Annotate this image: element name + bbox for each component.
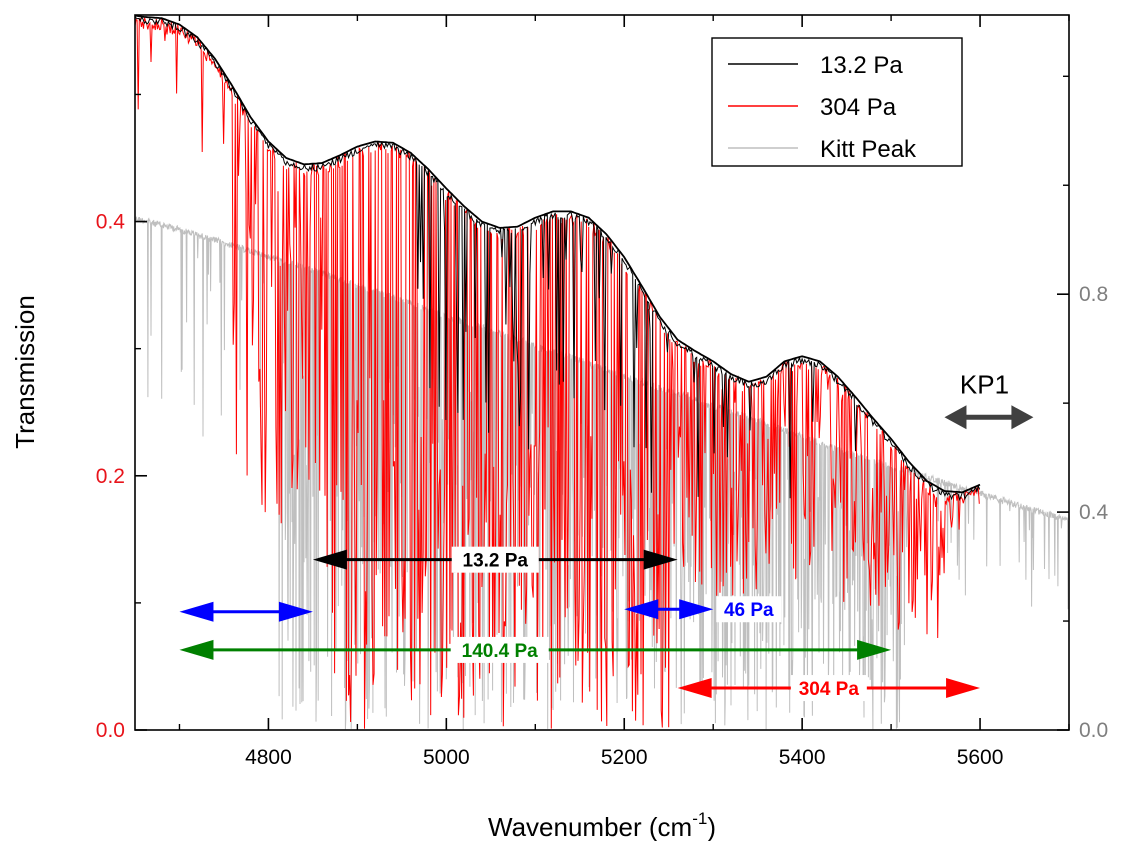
y-right-tick-label: 0.4 [1079, 501, 1109, 524]
black-line [135, 16, 981, 502]
annotation-arrowhead-left [677, 678, 712, 699]
annotation-label: 46 Pa [724, 600, 774, 621]
annotation-label-bg [451, 546, 539, 573]
annotation-label: KP1 [960, 369, 1009, 399]
black-13-2pa-series [135, 15, 981, 502]
range-annotation: 304 Pa [677, 675, 981, 702]
range-annotation [179, 601, 313, 622]
y-axis-title: Transmission [10, 295, 40, 449]
x-tick-label: 4800 [245, 746, 292, 769]
annotation-arrowhead-right [278, 601, 313, 622]
plot-frame [134, 14, 1070, 731]
x-tick-label: 5200 [601, 746, 648, 769]
y-left-tick-label: 0.2 [96, 465, 125, 488]
range-annotation: 46 Pa [624, 596, 782, 623]
annotation-arrowhead-left [624, 599, 659, 620]
y-right-tick-label: 0.8 [1079, 283, 1108, 306]
x-tick-label: 5400 [779, 746, 826, 769]
legend-label: 304 Pa [820, 94, 897, 121]
range-annotation: 13.2 Pa [312, 546, 678, 573]
annotation-arrowhead-left [179, 639, 214, 660]
black-envelope-line [135, 15, 981, 494]
red-304pa-series [135, 17, 980, 729]
legend: 13.2 Pa 304 Pa Kitt Peak [711, 37, 963, 167]
annotation-arrowhead-right [1011, 405, 1034, 430]
annotation-arrowhead-right [857, 639, 892, 660]
annotation-label: 140.4 Pa [462, 641, 538, 662]
red-line [135, 17, 980, 729]
legend-box [711, 37, 963, 167]
annotation-arrowhead-right [679, 599, 714, 620]
annotation-arrowhead-right [946, 678, 981, 699]
range-annotations: 13.2 Pa 46 Pa 140.4 Pa 304 Pa KP1 [179, 369, 1034, 702]
annotation-arrowhead-left [944, 405, 967, 430]
annotation-label: 13.2 Pa [463, 551, 529, 572]
range-annotation: 140.4 Pa [179, 636, 892, 663]
annotation-label-bg [716, 596, 782, 623]
x-tick-label: 5600 [957, 746, 1004, 769]
annotation-label-bg [450, 636, 549, 663]
y-left-tick-label: 0.0 [96, 719, 125, 742]
annotation-arrowhead-right [643, 549, 678, 570]
y-left-tick-label: 0.4 [96, 211, 126, 234]
annotation-arrowhead-left [312, 549, 347, 570]
annotation-arrowhead-left [179, 601, 214, 622]
x-axis-title: Wavenumber (cm-1) [488, 809, 716, 841]
x-tick-label: 5000 [423, 746, 470, 769]
range-annotation: KP1 [944, 369, 1034, 430]
axes: 4800 5000 5200 5400 5600 0.0 0.2 0.4 0.0 0.4 0.8 [96, 14, 1109, 769]
legend-label: Kitt Peak [820, 136, 917, 163]
annotation-label-bg [790, 675, 867, 702]
y-right-tick-label: 0.0 [1079, 719, 1108, 742]
legend-label: 13.2 Pa [820, 52, 903, 79]
annotation-label: 304 Pa [799, 679, 860, 700]
